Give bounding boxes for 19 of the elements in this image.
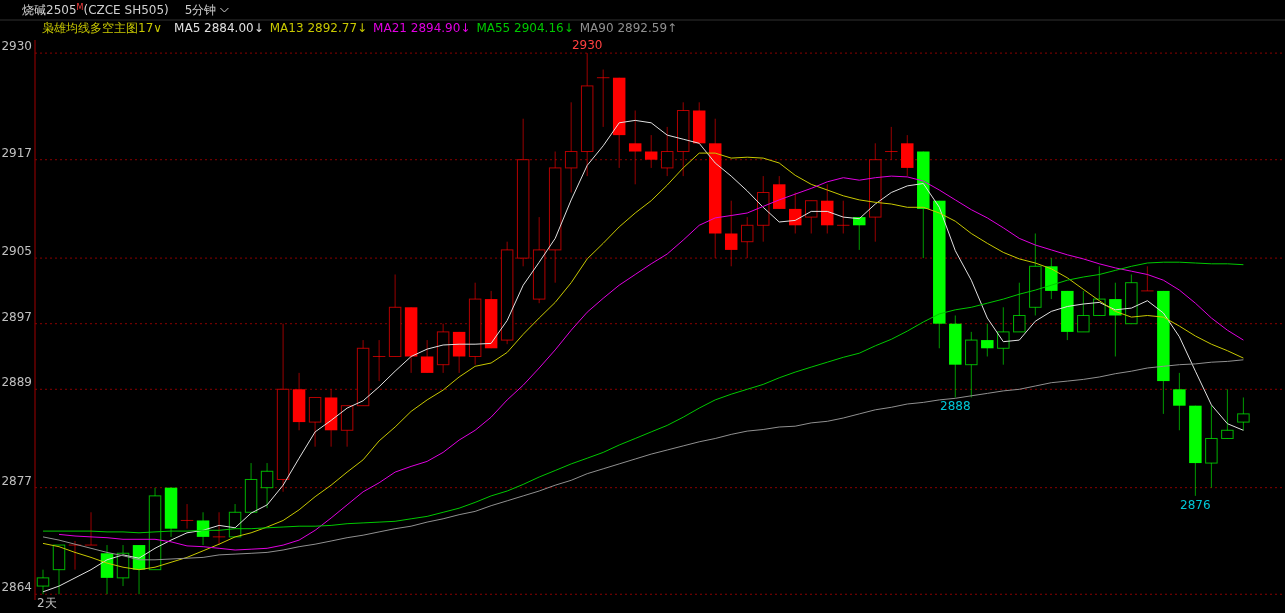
- y-tick-label: 2917: [1, 145, 32, 160]
- chart-title: 烧碱2505$^{M}$(CZCE SH505): [22, 2, 169, 17]
- annotation: 2930: [571, 38, 603, 53]
- legend-title: 枭雄均线多空主图17∨: [42, 21, 163, 35]
- y-tick-label: 2897: [1, 309, 32, 324]
- annotation: 2876: [1180, 497, 1211, 512]
- y-tick-label: 2864: [1, 580, 32, 595]
- text: MA90 2892.59↑: [579, 21, 678, 35]
- y-tick-label: 2889: [1, 375, 32, 390]
- y-tick-label: 2877: [1, 473, 32, 488]
- y-tick-label: 2930: [1, 39, 32, 54]
- text: MA21 2894.90↓: [373, 21, 471, 35]
- annotation: 2天: [37, 596, 57, 610]
- chart-subtitle: 5分钟: [184, 3, 217, 17]
- text: MA13 2892.77↓: [269, 21, 368, 35]
- text: MA55 2904.16↓: [476, 21, 574, 35]
- legend-label: MA5 2884.00↓: [174, 21, 264, 35]
- y-tick-label: 2905: [1, 244, 32, 259]
- annotation: 2888: [940, 399, 971, 414]
